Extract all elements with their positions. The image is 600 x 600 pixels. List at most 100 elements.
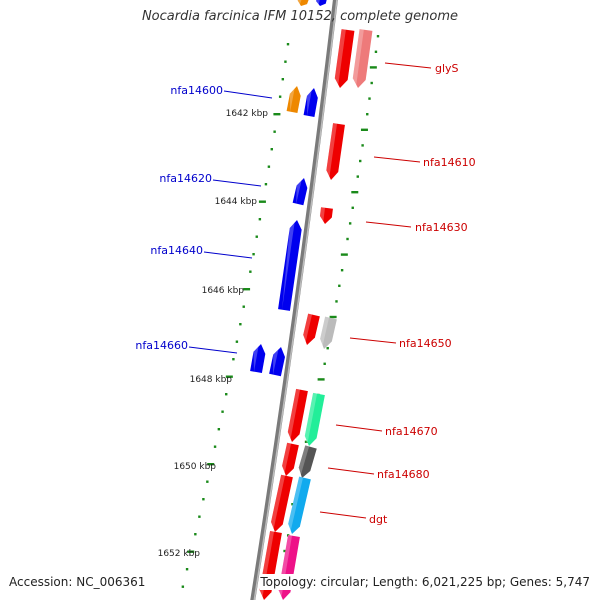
gene-nfa14630 [319, 207, 333, 224]
gene-name-text[interactable]: nfa14650 [399, 337, 452, 350]
minor-tick [185, 568, 189, 571]
gene-nfa14660 [250, 343, 266, 374]
leader-line [365, 221, 412, 228]
gene-green [304, 392, 325, 446]
gene-name-text[interactable]: dgt [369, 513, 388, 526]
gene-label-nfa14660[interactable]: nfa14660 [135, 339, 238, 354]
minor-tick [326, 347, 329, 350]
major-tick [273, 113, 281, 116]
gene-nfa14650 [303, 313, 320, 345]
minor-tick [335, 300, 338, 303]
leader-line [319, 511, 367, 519]
minor-tick [221, 410, 224, 413]
leader-line [335, 424, 383, 432]
gene-nfa14670 [287, 388, 308, 442]
gene-name-text[interactable]: nfa14660 [135, 339, 188, 352]
gene-label-nfa14610[interactable]: nfa14610 [373, 156, 476, 169]
leader-line [203, 251, 253, 259]
gene-magenta [278, 534, 300, 600]
scale-label: 1644 kbp [215, 197, 258, 207]
gene-nfa14600 [303, 87, 318, 117]
minor-tick [252, 253, 255, 256]
minor-tick [213, 445, 217, 448]
scale-label: 1646 kbp [202, 286, 245, 296]
minor-tick [340, 269, 344, 272]
backbone-highlight [253, 0, 338, 600]
tick-marks [181, 35, 380, 588]
major-tick [340, 253, 348, 256]
major-tick [207, 463, 215, 466]
major-tick [243, 288, 251, 291]
scale-label: 1652 kbp [158, 549, 201, 559]
minor-tick [181, 585, 185, 588]
major-tick [258, 200, 266, 203]
genome-backbone [250, 0, 338, 600]
minor-tick [255, 235, 258, 238]
minor-tick [356, 175, 359, 178]
gene-name-text[interactable]: nfa14680 [377, 468, 430, 481]
gene-label-glyS[interactable]: glyS [384, 62, 459, 75]
gene-partial-blue [316, 0, 327, 6]
minor-tick [267, 165, 271, 168]
gene-label-nfa14670[interactable]: nfa14670 [335, 424, 438, 438]
minor-tick [284, 60, 287, 63]
gene-features [250, 0, 373, 600]
minor-tick [242, 305, 245, 308]
gene-glyS [334, 29, 355, 89]
minor-tick [346, 237, 349, 241]
minor-tick [194, 533, 197, 536]
gene-nfa14660b [269, 346, 285, 377]
gene-name-text[interactable]: nfa14610 [423, 156, 476, 169]
leader-line [373, 156, 421, 163]
gene-pink [352, 29, 373, 89]
leader-line [223, 90, 273, 99]
gene-nfa14680 [298, 445, 317, 478]
major-tick [225, 375, 233, 378]
leader-line [349, 337, 397, 344]
minor-tick [359, 159, 362, 163]
minor-tick [283, 549, 286, 553]
gene-red-3 [271, 474, 293, 532]
gene-label-dgt[interactable]: dgt [319, 511, 388, 526]
minor-tick [258, 218, 262, 221]
leader-line [327, 467, 375, 475]
minor-tick [278, 95, 282, 98]
gene-label-nfa14680[interactable]: nfa14680 [327, 467, 430, 481]
gene-grey [320, 316, 337, 349]
scale-label: 1642 kbp [226, 109, 269, 119]
minor-tick [217, 428, 221, 431]
minor-tick [370, 81, 373, 85]
backbone-line [250, 0, 338, 600]
minor-tick [281, 78, 285, 81]
minor-tick [225, 393, 228, 396]
gene-nfa14640 [278, 219, 302, 311]
gene-label-nfa14600[interactable]: nfa14600 [170, 84, 273, 99]
gene-name-text[interactable]: glyS [435, 62, 459, 75]
gene-name-text[interactable]: nfa14670 [385, 425, 438, 438]
gene-red-2 [282, 442, 299, 476]
gene-name-text[interactable]: nfa14640 [150, 244, 203, 257]
minor-tick [348, 222, 352, 225]
minor-tick [264, 183, 268, 186]
major-tick [187, 550, 195, 553]
gene-name-text[interactable]: nfa14600 [170, 84, 223, 97]
scale-label: 1648 kbp [190, 375, 233, 385]
gene-label-nfa14650[interactable]: nfa14650 [349, 337, 452, 350]
minor-tick [351, 206, 354, 209]
major-tick [351, 191, 359, 194]
gene-orange [286, 85, 301, 114]
gene-name-text[interactable]: nfa14620 [159, 172, 212, 185]
major-tick [329, 315, 337, 319]
gene-label-nfa14640[interactable]: nfa14640 [150, 244, 253, 259]
gene-name-text[interactable]: nfa14630 [415, 221, 468, 234]
gene-labels: glyS nfa14600 nfa14610 nfa14620 nfa14630 nfa1… [135, 62, 475, 526]
major-tick [317, 378, 325, 381]
gene-label-nfa14620[interactable]: nfa14620 [159, 172, 262, 187]
major-tick [360, 128, 368, 131]
minor-tick [198, 515, 201, 518]
gene-label-nfa14630[interactable]: nfa14630 [365, 221, 468, 234]
minor-tick [249, 270, 252, 273]
leader-line [188, 346, 238, 354]
genome-summary: Topology: circular; Length: 6,021,225 bp… [260, 574, 590, 590]
